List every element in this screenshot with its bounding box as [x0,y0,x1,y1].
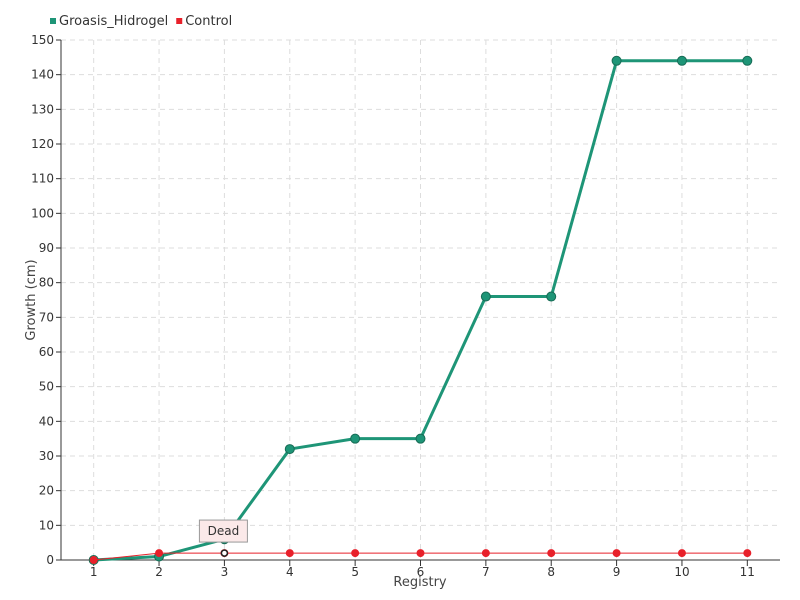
data-point[interactable] [350,433,361,444]
legend-item[interactable]: Control [176,14,232,29]
y-tick-label: 80 [39,276,54,290]
data-point[interactable] [743,549,752,558]
x-axis-title: Registry [393,575,447,590]
data-point[interactable] [415,433,426,444]
data-point[interactable] [284,444,295,455]
x-tick-label: 10 [674,565,689,579]
data-point[interactable] [676,55,687,66]
grid [61,39,780,560]
data-point[interactable] [546,291,557,302]
legend-label: Groasis_Hidrogel [59,14,168,29]
annotation-label: Dead [208,524,240,538]
x-tick-label: 3 [221,565,229,579]
y-tick-label: 50 [39,380,54,394]
x-tick-label: 8 [547,565,555,579]
legend-swatch [176,18,183,24]
data-point[interactable] [351,549,360,558]
y-tick-label: 10 [39,518,54,532]
data-point[interactable] [480,291,491,302]
y-tick-label: 30 [39,449,54,463]
legend-swatch [50,18,56,24]
y-tick-label: 110 [31,172,54,186]
data-point[interactable] [677,549,686,558]
y-tick-label: 70 [39,310,54,324]
y-axis-title: Growth (cm) [24,259,39,340]
y-tick-labels: 0 10 20 30 40 50 60 70 80 90 100 110 120 130 140 150 [31,33,61,567]
annotations: Dead [198,519,248,557]
y-tick-label: 130 [31,102,54,116]
data-point[interactable] [416,549,425,558]
data-point[interactable] [285,549,294,558]
y-tick-label: 90 [39,241,54,255]
y-tick-label: 140 [31,68,54,82]
x-tick-label: 1 [90,565,98,579]
x-tick-label: 6 [417,565,425,579]
legend-item[interactable]: Groasis_Hidrogel [50,14,168,29]
x-tick-label: 11 [740,565,755,579]
data-point[interactable] [612,549,621,558]
legend[interactable]: Groasis_Hidrogel Control [50,14,232,29]
x-tick-label: 9 [613,565,621,579]
y-tick-label: 20 [39,484,54,498]
data-point[interactable] [155,549,164,558]
data-point[interactable] [481,549,490,558]
y-tick-label: 40 [39,414,54,428]
y-tick-label: 60 [39,345,54,359]
x-tick-labels: 1 2 3 4 5 6 7 8 9 10 11 [90,560,755,579]
x-tick-label: 2 [155,565,163,579]
data-point[interactable] [611,55,622,66]
annotation-marker[interactable] [220,549,229,557]
data-point[interactable] [547,549,556,558]
x-tick-label: 5 [351,565,359,579]
series-control [89,549,752,564]
data-point[interactable] [742,55,753,66]
y-tick-label: 150 [31,33,54,47]
y-tick-label: 0 [46,553,54,567]
x-tick-label: 4 [286,565,294,579]
series [88,55,753,565]
x-tick-label: 7 [482,565,490,579]
data-point[interactable] [89,556,98,564]
y-tick-label: 100 [31,206,54,220]
y-tick-label: 120 [31,137,54,151]
annotation-box [198,519,248,543]
legend-label: Control [185,14,232,29]
